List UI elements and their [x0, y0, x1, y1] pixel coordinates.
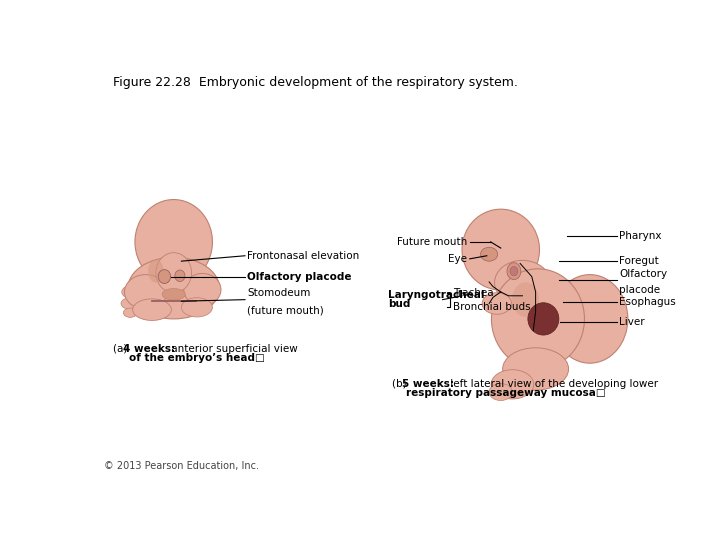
Text: Bronchial buds: Bronchial buds [453, 301, 531, 312]
Ellipse shape [495, 260, 550, 305]
Ellipse shape [528, 303, 559, 335]
Text: Frontonasal elevation: Frontonasal elevation [248, 251, 359, 261]
Ellipse shape [128, 257, 220, 319]
Ellipse shape [492, 269, 585, 369]
Text: respiratory passageway mucosa□: respiratory passageway mucosa□ [406, 388, 606, 398]
Text: 4 weeks:: 4 weeks: [122, 343, 175, 354]
Ellipse shape [123, 308, 138, 318]
Text: Trachea: Trachea [453, 288, 493, 298]
Ellipse shape [175, 270, 185, 281]
Text: Liver: Liver [619, 317, 645, 327]
Ellipse shape [491, 370, 534, 399]
Text: left lateral view of the developing lower: left lateral view of the developing lowe… [447, 379, 658, 389]
Ellipse shape [482, 293, 512, 314]
Text: (a): (a) [113, 343, 131, 354]
Ellipse shape [507, 262, 521, 280]
Ellipse shape [489, 383, 513, 401]
Ellipse shape [181, 298, 212, 317]
Ellipse shape [122, 286, 139, 298]
Ellipse shape [512, 282, 539, 317]
Text: of the embryo’s head□: of the embryo’s head□ [129, 353, 264, 363]
Text: Foregut: Foregut [619, 256, 659, 266]
Text: (future mouth): (future mouth) [248, 305, 324, 315]
Text: Future mouth: Future mouth [397, 237, 467, 247]
Text: Olfactory placode: Olfactory placode [248, 272, 352, 281]
Text: (b): (b) [392, 379, 410, 389]
Text: © 2013 Pearson Education, Inc.: © 2013 Pearson Education, Inc. [104, 461, 259, 471]
Ellipse shape [481, 247, 498, 261]
Text: Laryngotracheal: Laryngotracheal [388, 290, 485, 300]
Ellipse shape [148, 260, 163, 283]
Text: Olfactory: Olfactory [619, 269, 667, 279]
Text: Pharynx: Pharynx [619, 231, 662, 241]
Text: anterior superficial view: anterior superficial view [168, 343, 298, 354]
Ellipse shape [156, 253, 192, 293]
Ellipse shape [552, 275, 628, 363]
Text: Eye: Eye [449, 254, 467, 264]
Ellipse shape [184, 273, 221, 306]
Ellipse shape [162, 288, 185, 300]
Ellipse shape [462, 209, 539, 290]
Ellipse shape [503, 348, 569, 390]
Ellipse shape [158, 269, 171, 284]
Text: 5 weeks:: 5 weeks: [402, 379, 454, 389]
Text: Esophagus: Esophagus [619, 297, 676, 307]
Text: bud: bud [388, 299, 410, 309]
Text: Figure 22.28  Embryonic development of the respiratory system.: Figure 22.28 Embryonic development of th… [113, 76, 518, 89]
Ellipse shape [132, 299, 171, 320]
Ellipse shape [135, 200, 212, 284]
Ellipse shape [125, 275, 167, 309]
Ellipse shape [510, 267, 518, 276]
Ellipse shape [121, 298, 137, 309]
Text: Stomodeum: Stomodeum [248, 288, 311, 298]
Text: placode: placode [619, 285, 660, 295]
